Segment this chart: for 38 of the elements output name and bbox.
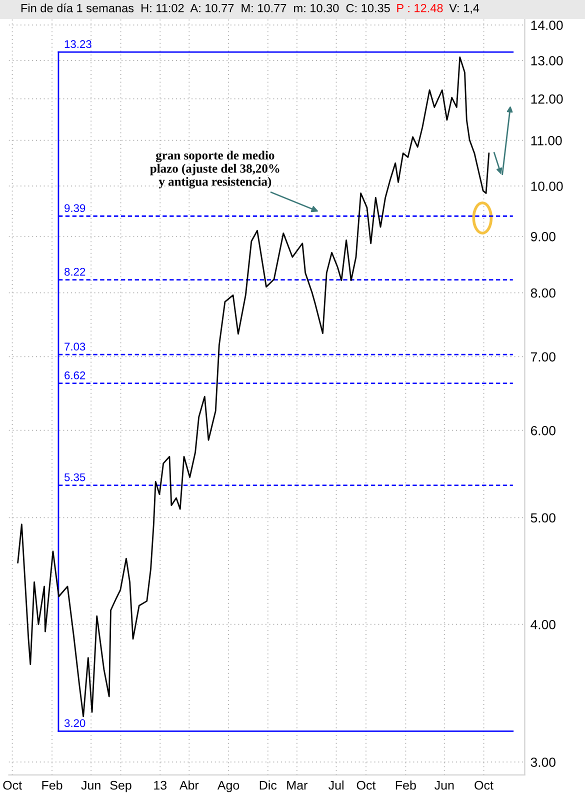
ref-line-label: 8.22 — [64, 268, 86, 276]
x-tick-label: Ago — [217, 780, 240, 792]
x-tick-label: Jun — [81, 780, 100, 790]
x-tick-label: Oct — [3, 780, 22, 790]
x-tick-label: Mar — [287, 780, 308, 790]
chart-title: Fin de día 1 semanas H: 11:02 A: 10.77 M: 10.77 m: 10.30 C: 10.35 — [21, 3, 390, 12]
ref-line-label: 3.20 — [64, 719, 86, 728]
y-tick-label: 6.00 — [530, 426, 556, 436]
x-tick-label: Feb — [42, 780, 62, 790]
ref-line-label: 13.23 — [64, 40, 92, 48]
x-tick-label: Oct — [474, 780, 494, 790]
ref-line-label: 5.35 — [64, 473, 86, 482]
annotation: gran soporte de medio plazo (ajuste del 38,20% y antigua resistencia) — [150, 150, 280, 188]
line-series — [17, 56, 490, 718]
x-tick-label: Jul — [328, 780, 344, 790]
y-tick-label: 12.00 — [531, 94, 563, 104]
y-tick-label: 7.00 — [530, 352, 556, 362]
x-tick-label: Oct — [356, 780, 376, 790]
ref-line-label: 6.62 — [64, 371, 86, 380]
ref-line-label: 9.39 — [64, 204, 86, 212]
y-tick-label: 8.00 — [530, 288, 556, 298]
y-tick-label: 4.00 — [530, 620, 556, 630]
y-tick-label: 3.00 — [530, 758, 556, 767]
y-tick-label: 11.00 — [531, 136, 562, 146]
text: V: 1,4 — [449, 4, 480, 14]
chart-subtitle: P : 12.48 — [397, 4, 443, 12]
y-tick-label: 10.00 — [531, 182, 563, 191]
x-tick-label: Abr — [179, 780, 199, 790]
y-tick-label: 9.00 — [530, 232, 556, 242]
y-tick-label: 13.00 — [531, 56, 563, 66]
x-tick-label: Jun — [434, 780, 454, 790]
x-tick-label: Dic — [260, 780, 277, 790]
x-tick-label: Sep — [110, 780, 132, 792]
ref-line-label: 7.03 — [64, 342, 86, 351]
x-tick-label: Feb — [396, 780, 416, 790]
y-tick-label: 5.00 — [530, 513, 556, 523]
x-tick-label: 13 — [154, 780, 167, 790]
y-tick-label: 14.00 — [531, 20, 563, 30]
